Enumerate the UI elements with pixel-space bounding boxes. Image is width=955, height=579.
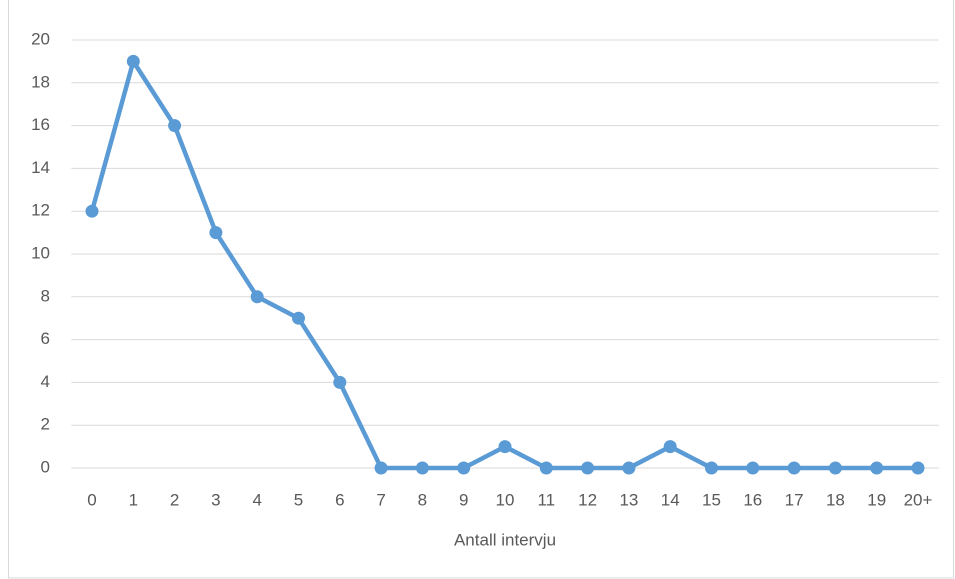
marker <box>498 440 512 454</box>
marker <box>870 461 884 475</box>
marker <box>622 461 636 475</box>
marker <box>85 204 99 218</box>
x-tick-label: 11 <box>537 490 555 509</box>
marker <box>168 119 182 133</box>
x-tick-label: 17 <box>785 490 804 509</box>
x-tick-label: 4 <box>252 490 261 509</box>
y-tick-label: 20 <box>31 29 50 48</box>
x-tick-label: 16 <box>743 490 762 509</box>
x-tick-label: 19 <box>867 490 886 509</box>
x-tick-label: 13 <box>619 490 638 509</box>
marker <box>705 461 718 475</box>
y-tick-label: 14 <box>31 158 50 177</box>
x-tick-label: 2 <box>170 490 179 509</box>
y-tick-label: 18 <box>31 72 50 91</box>
line <box>89 59 918 471</box>
chart-frame <box>8 0 954 579</box>
x-tick-label: 20+ <box>904 490 933 509</box>
x-tick-label: 1 <box>129 490 138 509</box>
marker <box>911 461 925 475</box>
marker <box>374 461 388 475</box>
x-tick-label: 7 <box>376 490 385 509</box>
y-tick-label: 16 <box>31 115 50 134</box>
x-tick-label: 6 <box>335 490 344 509</box>
x-tick-label: 3 <box>211 490 220 509</box>
y-tick-label: 2 <box>41 415 50 434</box>
marker <box>581 461 595 475</box>
y-tick-label: 4 <box>41 372 50 391</box>
x-axis-label: Antall intervju <box>454 530 556 549</box>
marker <box>828 461 842 475</box>
x-tick-label: 12 <box>578 490 597 509</box>
y-tick-label: 12 <box>31 201 50 220</box>
marker <box>415 461 429 475</box>
x-tick-label: 9 <box>459 490 468 509</box>
x-tick-label: 8 <box>418 490 427 509</box>
marker <box>209 226 223 240</box>
marker <box>126 54 140 68</box>
y-tick-label: 6 <box>41 329 50 348</box>
x-tick-label: 14 <box>661 490 680 509</box>
y-tick-label: 0 <box>41 457 50 476</box>
x-tick-label: 0 <box>87 490 96 509</box>
marker <box>250 290 264 304</box>
x-tick-label: 18 <box>826 490 845 509</box>
marker <box>539 461 553 475</box>
x-tick-label: 10 <box>496 490 515 509</box>
marker <box>333 375 347 389</box>
x-tick-label: 5 <box>294 490 303 509</box>
marker <box>457 461 471 475</box>
marker <box>663 440 677 454</box>
x-tick-label: 15 <box>702 490 721 509</box>
marker <box>787 461 801 475</box>
y-tick-label: 8 <box>41 286 50 305</box>
marker <box>292 311 305 325</box>
y-tick-label: 10 <box>31 243 50 262</box>
marker <box>746 461 760 475</box>
